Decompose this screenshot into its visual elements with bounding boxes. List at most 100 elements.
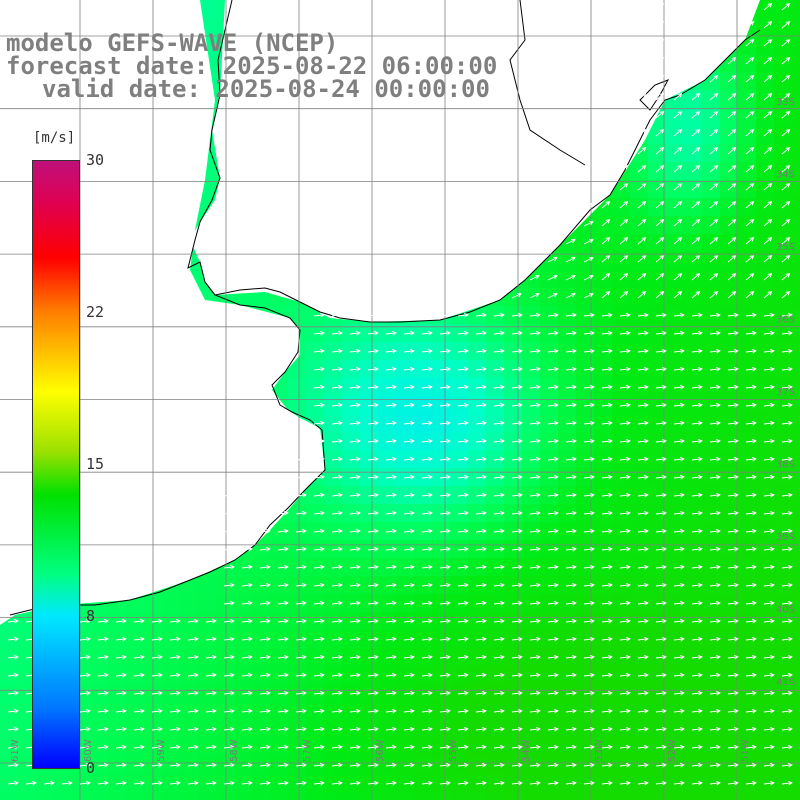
wind-arrow [385, 402, 397, 408]
wind-arrow [637, 708, 649, 714]
wind-arrow [223, 510, 235, 516]
wind-arrow [547, 636, 559, 642]
wind-arrow [547, 780, 559, 786]
wind-arrow [619, 330, 631, 336]
wind-speed-cell [792, 108, 800, 127]
wind-arrow [691, 546, 703, 552]
wind-arrow [133, 762, 145, 768]
longitude-label: 61W [10, 739, 21, 762]
longitude-label: 52W [667, 739, 678, 762]
wind-arrow [727, 290, 737, 299]
coast-detail [509, 0, 586, 166]
wind-arrow [781, 290, 791, 299]
wind-arrow [7, 708, 19, 714]
wind-arrow [673, 672, 685, 678]
wind-arrow [547, 672, 559, 678]
wind-arrow [673, 492, 685, 498]
wind-arrow [367, 654, 379, 660]
wind-arrow [709, 690, 721, 696]
wind-arrow [709, 636, 721, 642]
wind-arrow [601, 348, 613, 354]
wind-speed-cell [612, 216, 631, 235]
wind-arrow [367, 348, 379, 354]
wind-arrow [115, 708, 127, 714]
wind-arrow [439, 564, 451, 570]
wind-arrow [601, 330, 613, 336]
wind-arrow [691, 128, 701, 137]
wind-arrow [511, 474, 523, 480]
wind-arrow [349, 600, 361, 606]
wind-speed-cell [180, 792, 199, 800]
wind-speed-cell [630, 288, 649, 307]
wind-arrow [511, 582, 523, 588]
wind-arrow [619, 92, 629, 101]
longitude-label: 57W [302, 739, 313, 762]
wind-arrow [169, 726, 181, 732]
wind-arrow [331, 312, 343, 318]
wind-speed-cell [666, 162, 685, 181]
wind-arrow [79, 618, 91, 624]
wind-arrow [439, 672, 451, 678]
wind-arrow [781, 312, 793, 318]
wind-arrow [295, 654, 307, 660]
wind-arrow [745, 762, 757, 768]
wind-arrow [529, 618, 541, 624]
wind-arrow [673, 366, 685, 372]
wind-arrow [457, 510, 469, 516]
wind-arrow [547, 312, 559, 318]
wind-arrow [583, 600, 595, 606]
wind-arrow [727, 366, 739, 372]
wind-arrow [727, 146, 737, 155]
wind-speed-cell [792, 522, 800, 541]
wind-arrow [295, 780, 307, 786]
wind-speed-cell [594, 270, 613, 289]
wind-arrow [367, 546, 379, 552]
wind-arrow [295, 510, 307, 516]
wind-arrow [583, 456, 595, 462]
wind-arrow [457, 402, 469, 408]
wind-arrow [601, 20, 611, 29]
wind-arrow [781, 636, 793, 642]
wind-arrow [601, 690, 613, 696]
wind-arrow [403, 438, 415, 444]
wind-arrow [601, 438, 613, 444]
wind-arrow [691, 384, 703, 390]
wind-arrow [385, 366, 397, 372]
wind-arrow [583, 203, 594, 209]
wind-arrow [781, 762, 793, 768]
wind-arrow [295, 528, 307, 534]
wind-arrow [709, 510, 721, 516]
latitude-label: 40S [776, 605, 795, 616]
wind-arrow [763, 92, 773, 101]
wind-speed-cell [720, 162, 739, 181]
wind-arrow [691, 312, 703, 318]
wind-arrow [223, 528, 235, 534]
wind-arrow [367, 708, 379, 714]
wind-arrow [637, 218, 647, 227]
wind-arrow [349, 582, 361, 588]
wind-speed-cell [774, 252, 793, 271]
wind-arrow [619, 236, 629, 245]
wind-arrow [79, 672, 91, 678]
wind-arrow [709, 164, 719, 173]
wind-arrow [223, 744, 235, 750]
wind-arrow [331, 528, 343, 534]
wind-arrow [169, 618, 181, 624]
wind-arrow [601, 708, 613, 714]
wind-arrow [745, 654, 757, 660]
wind-arrow [241, 726, 253, 732]
wind-arrow [403, 420, 415, 426]
wind-arrow [727, 618, 739, 624]
wind-arrow [223, 726, 235, 732]
wind-arrow [619, 146, 629, 155]
wind-arrow [637, 110, 647, 119]
wind-arrow [583, 654, 595, 660]
wind-arrow [223, 600, 235, 606]
wind-speed-cell [702, 234, 721, 253]
wind-arrow [601, 146, 611, 155]
wind-arrow [547, 744, 559, 750]
wind-arrow [673, 236, 683, 245]
wind-arrow [223, 582, 235, 588]
wind-speed-cell [792, 468, 800, 487]
wind-speed-cell [90, 792, 109, 800]
